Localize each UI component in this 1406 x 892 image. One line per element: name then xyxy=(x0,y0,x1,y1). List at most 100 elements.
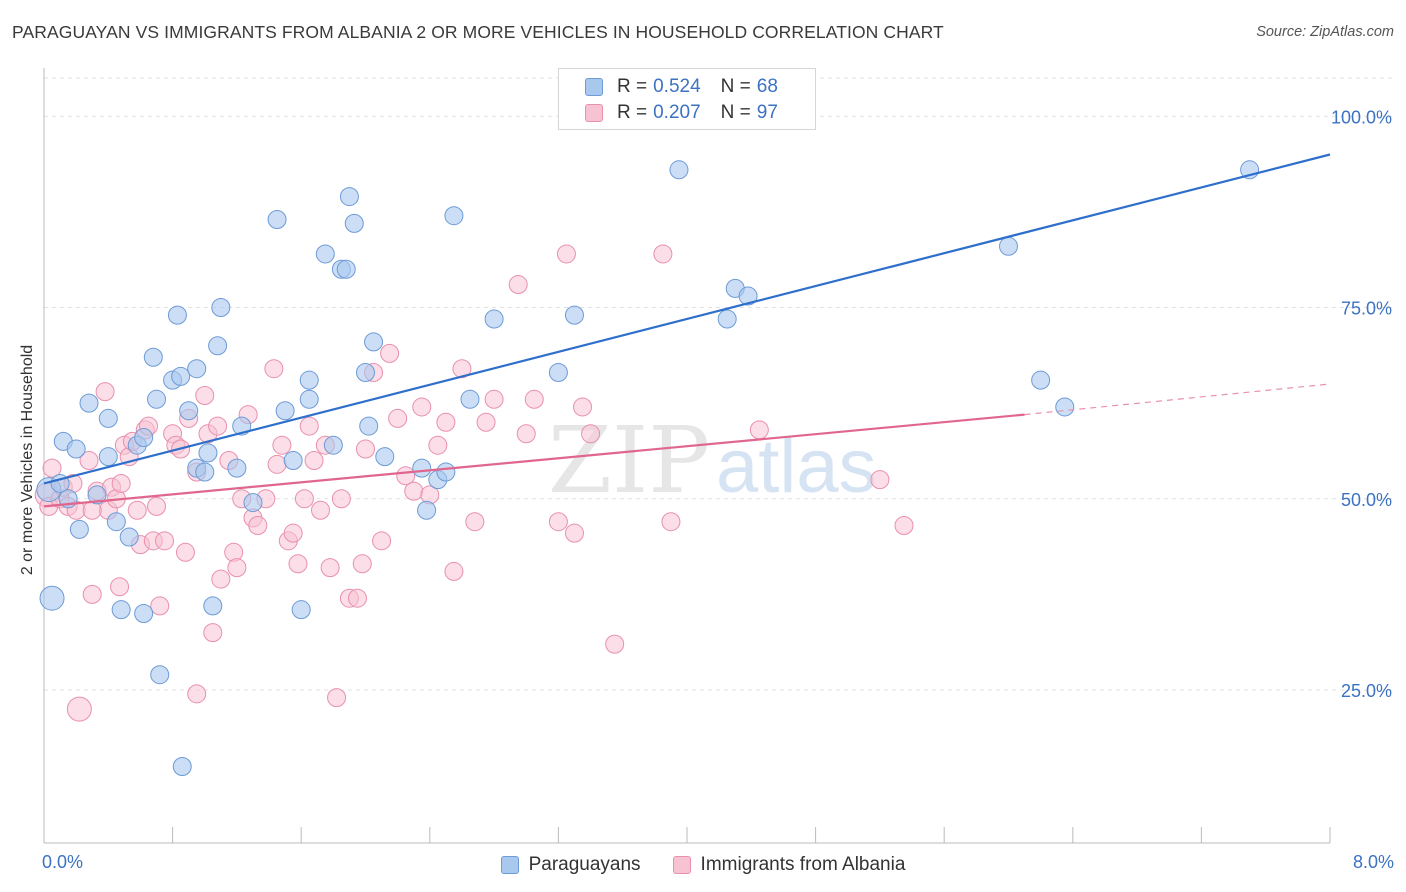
y-axis-label: 2 or more Vehicles in Household xyxy=(19,344,36,576)
chart-title: PARAGUAYAN VS IMMIGRANTS FROM ALBANIA 2 … xyxy=(12,22,944,42)
albania-point xyxy=(110,577,130,597)
albania-point xyxy=(264,359,284,379)
paraguayan-point xyxy=(444,206,464,226)
paraguayan-point xyxy=(344,213,364,233)
watermark-zip: ZIP xyxy=(548,407,710,514)
paraguayan-point xyxy=(299,370,319,390)
paraguayan-point xyxy=(243,493,263,513)
paraguayan-point xyxy=(564,305,584,325)
y-tick-label: 75.0% xyxy=(1341,299,1392,319)
paraguayan-point xyxy=(187,359,207,379)
albania-point xyxy=(224,542,244,562)
paraguayan-point xyxy=(548,363,568,383)
paraguayan-point xyxy=(66,439,86,459)
legend-n-value-pink: 97 xyxy=(756,102,778,123)
albania-point xyxy=(452,359,472,379)
paraguayan-point xyxy=(134,604,154,623)
paraguayan-point xyxy=(336,259,356,279)
x-tick-min: 0.0% xyxy=(42,852,84,872)
bottom-legend-swatch-blue xyxy=(500,856,519,874)
paraguayan-point xyxy=(460,389,480,409)
albania-point xyxy=(208,416,228,436)
bottom-legend-label-albania: Immigrants from Albania xyxy=(700,854,906,875)
albania-point xyxy=(465,512,485,532)
albania-point xyxy=(127,500,147,520)
legend-swatch-blue xyxy=(585,78,603,96)
albania-point xyxy=(661,512,681,532)
paraguayan-point xyxy=(111,600,131,620)
albania-point xyxy=(283,523,303,543)
albania-point xyxy=(380,343,400,363)
paraguayan-point xyxy=(227,458,247,478)
albania-point xyxy=(653,244,673,264)
paraguayan-point xyxy=(417,500,437,520)
albania-point xyxy=(195,385,215,405)
bottom-legend-swatch-pink xyxy=(672,856,691,874)
bottom-legend-albania: Immigrants from Albania xyxy=(672,854,906,876)
legend-n-value-blue: 68 xyxy=(756,76,778,97)
legend: R = 0.524 N = 68 R = 0.207 N = 97 xyxy=(558,68,816,130)
albania-point xyxy=(749,420,769,440)
paraguayan-point xyxy=(283,451,303,470)
albania-point xyxy=(516,424,536,444)
x-tick-max: 8.0% xyxy=(1352,852,1394,872)
albania-point xyxy=(111,473,131,493)
axes xyxy=(43,68,1331,844)
paraguayan-point xyxy=(484,309,504,329)
albania-point xyxy=(548,512,568,532)
paraguayan-point xyxy=(134,428,154,448)
albania-point xyxy=(288,554,308,574)
albania-point xyxy=(564,523,584,543)
y-tick-label: 25.0% xyxy=(1341,681,1392,701)
albania-point xyxy=(272,435,292,455)
albania-point xyxy=(227,558,247,578)
albania-point xyxy=(203,623,223,643)
albania-point xyxy=(476,412,496,432)
albania-point xyxy=(573,397,593,417)
albania-point xyxy=(248,516,268,536)
albania-point xyxy=(404,481,424,501)
paraguayan-point xyxy=(69,519,89,539)
trend-line-albania xyxy=(43,413,1025,508)
paraguayan-point xyxy=(150,665,170,685)
albania-point xyxy=(320,558,340,578)
paraguayan-point xyxy=(339,187,359,207)
albania-point xyxy=(147,496,167,516)
albania-point xyxy=(82,584,102,604)
paraguayan-point xyxy=(119,527,139,547)
bottom-legend-label-paraguayans: Paraguayans xyxy=(528,854,641,875)
paraguayan-point xyxy=(275,401,295,421)
paraguayan-point xyxy=(198,443,218,463)
albania-point xyxy=(79,451,99,470)
albania-point xyxy=(352,554,372,574)
albania-point xyxy=(605,634,625,654)
albania-point xyxy=(187,684,207,704)
albania-point xyxy=(870,470,890,490)
paraguayan-point xyxy=(171,366,191,386)
paraguayan-point xyxy=(195,462,215,482)
y-tick-labels: 25.0% 50.0% 75.0% 100.0% xyxy=(1331,107,1392,701)
albania-point xyxy=(484,389,504,409)
watermark-atlas: atlas xyxy=(716,424,877,509)
legend-r-key: R = xyxy=(617,102,648,123)
paraguayan-point xyxy=(412,458,432,478)
y-axis-label-wrap: 2 or more Vehicles in Household xyxy=(8,310,48,610)
paraguayan-point xyxy=(999,236,1018,256)
paraguayan-point xyxy=(143,347,163,367)
paraguayan-point xyxy=(232,416,252,436)
trend-line-paraguayans xyxy=(43,153,1331,485)
source-label: Source: ZipAtlas.com xyxy=(1256,24,1394,40)
legend-r-key: R = xyxy=(617,76,648,97)
albania-point xyxy=(304,451,324,470)
albania-point xyxy=(66,696,92,722)
series-albania-points xyxy=(34,244,914,722)
albania-point xyxy=(331,489,351,509)
paraguayan-point xyxy=(106,512,126,532)
paraguayan-point xyxy=(179,401,199,421)
paraguayan-point xyxy=(208,336,228,356)
albania-point xyxy=(356,439,375,459)
trend-lines xyxy=(43,153,1331,508)
paraguayan-point xyxy=(267,210,287,230)
paraguayan-point xyxy=(167,305,187,325)
albania-point xyxy=(347,588,367,608)
